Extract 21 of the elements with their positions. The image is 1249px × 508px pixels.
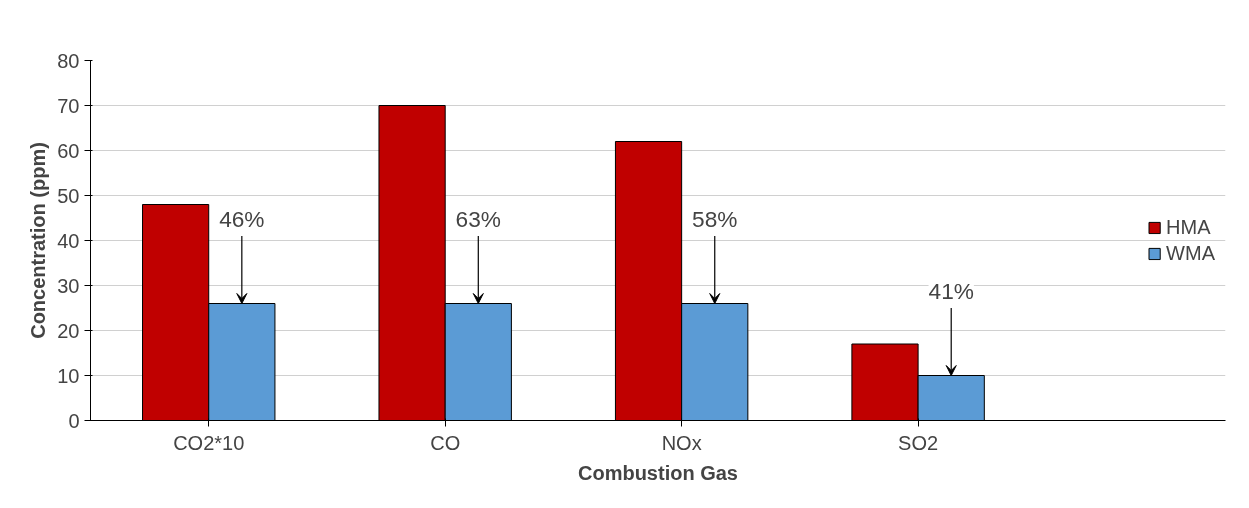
y-axis-title: Concentration (ppm) xyxy=(27,142,50,339)
y-tick-label: 30 xyxy=(57,274,80,297)
x-tick-label: CO xyxy=(430,431,461,454)
legend-label: WMA xyxy=(1166,241,1215,265)
annotation: 63% xyxy=(455,205,501,232)
annotation: 46% xyxy=(219,205,265,232)
legend-label: HMA xyxy=(1166,215,1211,239)
y-tick-label: 80 xyxy=(57,49,80,72)
annotation: 58% xyxy=(692,205,738,232)
x-axis-title: Combustion Gas xyxy=(578,461,739,484)
y-tick-label: 50 xyxy=(57,184,80,207)
x-tick-label: SO2 xyxy=(898,431,939,454)
x-tick-label: CO2*10 xyxy=(173,431,245,454)
y-tick-label: 60 xyxy=(57,139,80,162)
y-tick-label: 10 xyxy=(57,364,80,387)
y-tick-label: 20 xyxy=(57,319,80,342)
y-tick-label: 0 xyxy=(68,409,80,432)
annotation: 41% xyxy=(928,277,974,304)
y-tick-label: 40 xyxy=(57,229,80,252)
y-tick-label: 70 xyxy=(57,94,80,117)
x-tick-label: NOx xyxy=(661,431,702,454)
